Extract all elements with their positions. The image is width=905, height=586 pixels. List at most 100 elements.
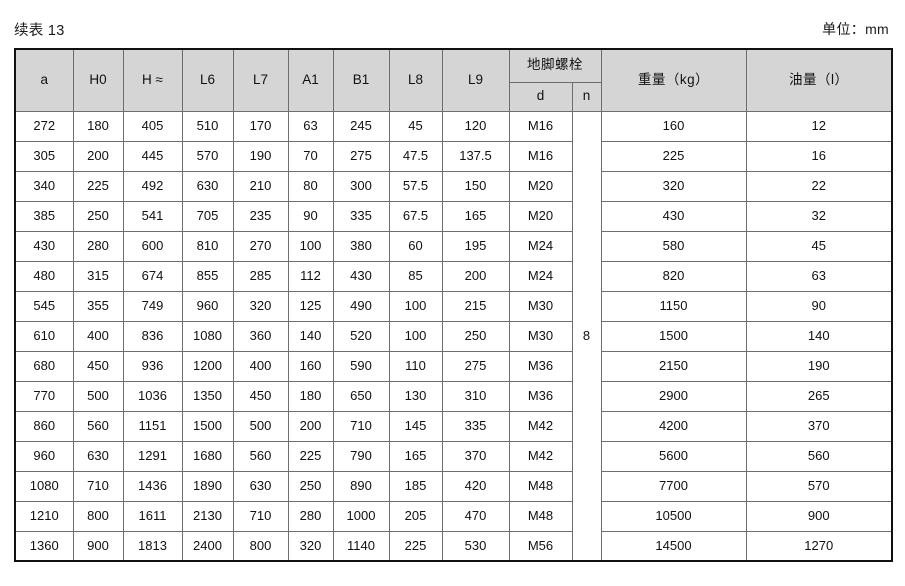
cell-l8: 67.5 — [388, 200, 443, 232]
table-head: a H0 H ≈ L6 L7 A1 B1 L8 L9 地脚螺栓 重量（kg） 油… — [14, 48, 893, 112]
cell-l6: 1200 — [181, 350, 234, 382]
cell-l7: 270 — [232, 230, 289, 262]
cell-b1: 650 — [332, 380, 390, 412]
cell-b1: 890 — [332, 470, 390, 502]
cell-d: M20 — [508, 200, 573, 232]
cell-weight: 14500 — [600, 530, 747, 562]
cell-l6: 705 — [181, 200, 234, 232]
cell-h0: 180 — [72, 110, 124, 142]
cell-l8: 130 — [388, 380, 443, 412]
cell-oil: 32 — [745, 200, 893, 232]
cell-h0: 900 — [72, 530, 124, 562]
cell-l6: 960 — [181, 290, 234, 322]
cell-l9: 335 — [441, 410, 510, 442]
cell-oil: 190 — [745, 350, 893, 382]
cell-weight: 4200 — [600, 410, 747, 442]
table-caption-title: 续表 13 — [14, 22, 65, 39]
cell-b1: 275 — [332, 140, 390, 172]
cell-h: 1611 — [122, 500, 183, 532]
cell-a1: 280 — [287, 500, 334, 532]
table-body: 272 180 405 510 170 63 245 45 120 M16 8 160 12 305 200… — [14, 110, 893, 562]
cell-l6: 570 — [181, 140, 234, 172]
spec-table-wrapper: a H0 H ≈ L6 L7 A1 B1 L8 L9 地脚螺栓 重量（kg） 油… — [14, 48, 893, 562]
header-cell-a: a — [14, 48, 74, 112]
cell-weight: 160 — [600, 110, 747, 142]
cell-l6: 1350 — [181, 380, 234, 412]
cell-oil: 45 — [745, 230, 893, 262]
cell-h0: 200 — [72, 140, 124, 172]
cell-l7: 560 — [232, 440, 289, 472]
cell-l9: 530 — [441, 530, 510, 562]
cell-l9: 165 — [441, 200, 510, 232]
cell-oil: 570 — [745, 470, 893, 502]
cell-l8: 225 — [388, 530, 443, 562]
cell-l6: 810 — [181, 230, 234, 262]
cell-a: 610 — [14, 320, 74, 352]
cell-l9: 200 — [441, 260, 510, 292]
cell-d: M36 — [508, 350, 573, 382]
cell-d: M56 — [508, 530, 573, 562]
cell-h: 1036 — [122, 380, 183, 412]
cell-h0: 500 — [72, 380, 124, 412]
cell-l7: 710 — [232, 500, 289, 532]
cell-l8: 60 — [388, 230, 443, 262]
cell-l9: 470 — [441, 500, 510, 532]
cell-d: M48 — [508, 470, 573, 502]
cell-weight: 1500 — [600, 320, 747, 352]
header-cell-oil: 油量（l） — [745, 48, 893, 112]
cell-oil: 370 — [745, 410, 893, 442]
cell-a: 340 — [14, 170, 74, 202]
cell-weight: 225 — [600, 140, 747, 172]
cell-d: M42 — [508, 440, 573, 472]
cell-oil: 265 — [745, 380, 893, 412]
cell-l8: 185 — [388, 470, 443, 502]
cell-h0: 225 — [72, 170, 124, 202]
cell-l7: 500 — [232, 410, 289, 442]
table-row: 305 200 445 570 190 70 275 47.5 137.5 M16 225 16 — [14, 140, 893, 172]
cell-a1: 90 — [287, 200, 334, 232]
header-cell-anchor-bolt-n: n — [571, 81, 602, 112]
cell-a1: 200 — [287, 410, 334, 442]
cell-oil: 63 — [745, 260, 893, 292]
table-row: 1080 710 1436 1890 630 250 890 185 420 M48 7700 570 — [14, 470, 893, 502]
cell-l9: 275 — [441, 350, 510, 382]
header-cell-weight: 重量（kg） — [600, 48, 747, 112]
cell-b1: 710 — [332, 410, 390, 442]
cell-oil: 16 — [745, 140, 893, 172]
cell-l8: 145 — [388, 410, 443, 442]
header-cell-anchor-bolt-d: d — [508, 81, 573, 112]
cell-l6: 510 — [181, 110, 234, 142]
cell-l9: 195 — [441, 230, 510, 262]
cell-l7: 630 — [232, 470, 289, 502]
cell-d: M24 — [508, 230, 573, 262]
cell-h: 674 — [122, 260, 183, 292]
cell-d: M30 — [508, 290, 573, 322]
cell-a1: 70 — [287, 140, 334, 172]
table-row: 1210 800 1611 2130 710 280 1000 205 470 M48 10500 9… — [14, 500, 893, 532]
cell-l8: 100 — [388, 320, 443, 352]
table-row: 430 280 600 810 270 100 380 60 195 M24 580 45 — [14, 230, 893, 262]
cell-l8: 85 — [388, 260, 443, 292]
cell-a1: 225 — [287, 440, 334, 472]
cell-h0: 315 — [72, 260, 124, 292]
cell-h0: 630 — [72, 440, 124, 472]
cell-l6: 1080 — [181, 320, 234, 352]
table-row: 860 560 1151 1500 500 200 710 145 335 M42 4200 370 — [14, 410, 893, 442]
cell-a: 272 — [14, 110, 74, 142]
cell-h0: 280 — [72, 230, 124, 262]
cell-a1: 250 — [287, 470, 334, 502]
cell-l8: 47.5 — [388, 140, 443, 172]
cell-weight: 580 — [600, 230, 747, 262]
cell-d: M42 — [508, 410, 573, 442]
table-row: 770 500 1036 1350 450 180 650 130 310 M36 2900 265 — [14, 380, 893, 412]
cell-l9: 137.5 — [441, 140, 510, 172]
cell-h: 1291 — [122, 440, 183, 472]
cell-l9: 370 — [441, 440, 510, 472]
cell-a1: 140 — [287, 320, 334, 352]
cell-l7: 285 — [232, 260, 289, 292]
cell-h0: 450 — [72, 350, 124, 382]
cell-b1: 490 — [332, 290, 390, 322]
table-row: 272 180 405 510 170 63 245 45 120 M16 8 160 12 — [14, 110, 893, 562]
cell-a: 385 — [14, 200, 74, 232]
